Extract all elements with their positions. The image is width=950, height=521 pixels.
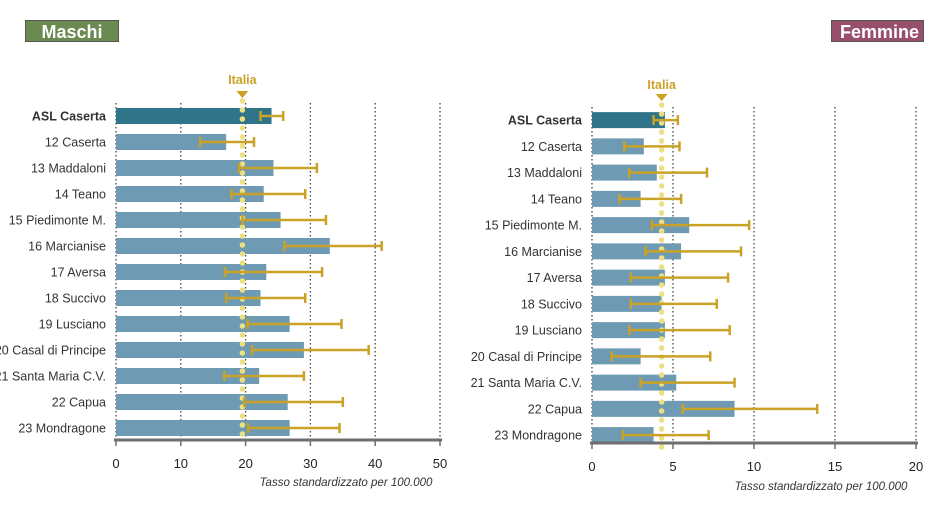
maschi-italia-label: Italia [228,73,258,87]
maschi-tick-label: 40 [368,456,382,471]
maschi-tick-label: 10 [174,456,188,471]
femmine-category-label: 19 Lusciano [515,324,582,338]
maschi-bar [116,160,274,176]
maschi-bar [116,342,304,358]
femmine-italia-label: Italia [647,78,677,92]
maschi-category-label: 21 Santa Maria C.V. [0,370,106,384]
femmine-chart: Italia ASL Caserta 12 Caserta 13 Maddaloni 1… [471,78,924,493]
femmine-italia-marker [655,94,668,101]
maschi-tick-label: 0 [112,456,119,471]
femmine-category-label: 21 Santa Maria C.V. [471,376,582,390]
femmine-category-label: 14 Teano [531,192,582,206]
femmine-tick-label: 5 [669,459,676,474]
maschi-chart: Italia ASL Caserta 12 Caserta 13 Maddaloni 1… [0,73,447,489]
maschi-category-label: 15 Piedimonte M. [9,214,106,228]
maschi-italia-marker [236,91,249,98]
femmine-category-label: 16 Marcianise [504,245,582,259]
maschi-category-label: ASL Caserta [32,110,107,124]
maschi-category-label: 14 Teano [55,188,106,202]
femmine-category-label: 15 Piedimonte M. [485,219,582,233]
maschi-bar [116,420,290,436]
maschi-bar [116,108,272,124]
femmine-bar [592,295,662,312]
femmine-category-label: ASL Caserta [508,114,583,128]
femmine-category-label: 20 Casal di Principe [471,350,582,364]
femmine-x-axis-label: Tasso standardizzato per 100.000 [735,481,908,493]
femmine-tick-label: 10 [747,459,761,474]
maschi-category-label: 12 Caserta [45,136,106,150]
maschi-category-label: 13 Maddaloni [31,162,106,176]
maschi-tick-label: 20 [238,456,252,471]
femmine-tick-label: 15 [828,459,842,474]
maschi-bar [116,290,261,306]
femmine-tick-label: 20 [909,459,923,474]
femmine-category-label: 17 Aversa [527,271,582,285]
femmine-bar [592,243,682,260]
femmine-bar [592,164,657,181]
maschi-x-axis-label: Tasso standardizzato per 100.000 [260,477,433,489]
maschi-bar [116,134,227,150]
maschi-bar [116,238,330,254]
maschi-category-label: 23 Mondragone [18,422,106,436]
maschi-tick-label: 30 [303,456,317,471]
maschi-category-label: 17 Aversa [51,266,106,280]
femmine-category-label: 23 Mondragone [494,429,582,443]
femmine-category-label: 13 Maddaloni [507,166,582,180]
maschi-bar [116,212,281,228]
femmine-category-label: 12 Caserta [521,140,582,154]
femmine-bar [592,217,690,234]
maschi-category-label: 19 Lusciano [39,318,106,332]
maschi-category-label: 16 Marcianise [28,240,106,254]
femmine-bar [592,269,665,286]
maschi-category-label: 18 Succivo [45,292,106,306]
femmine-category-label: 22 Capua [528,402,582,416]
femmine-bar [592,374,677,391]
femmine-tick-label: 0 [588,459,595,474]
femmine-bar [592,112,665,129]
maschi-bar [116,264,267,280]
femmine-title-badge: Femmine [831,20,924,42]
femmine-category-label: 18 Succivo [521,297,582,311]
femmine-bar [592,138,644,155]
maschi-bar [116,186,264,202]
maschi-bar [116,316,290,332]
maschi-title-badge: Maschi [25,20,119,42]
maschi-tick-label: 50 [433,456,447,471]
maschi-category-label: 22 Capua [52,396,106,410]
maschi-category-label: 20 Casal di Principe [0,344,106,358]
femmine-bar [592,190,641,207]
